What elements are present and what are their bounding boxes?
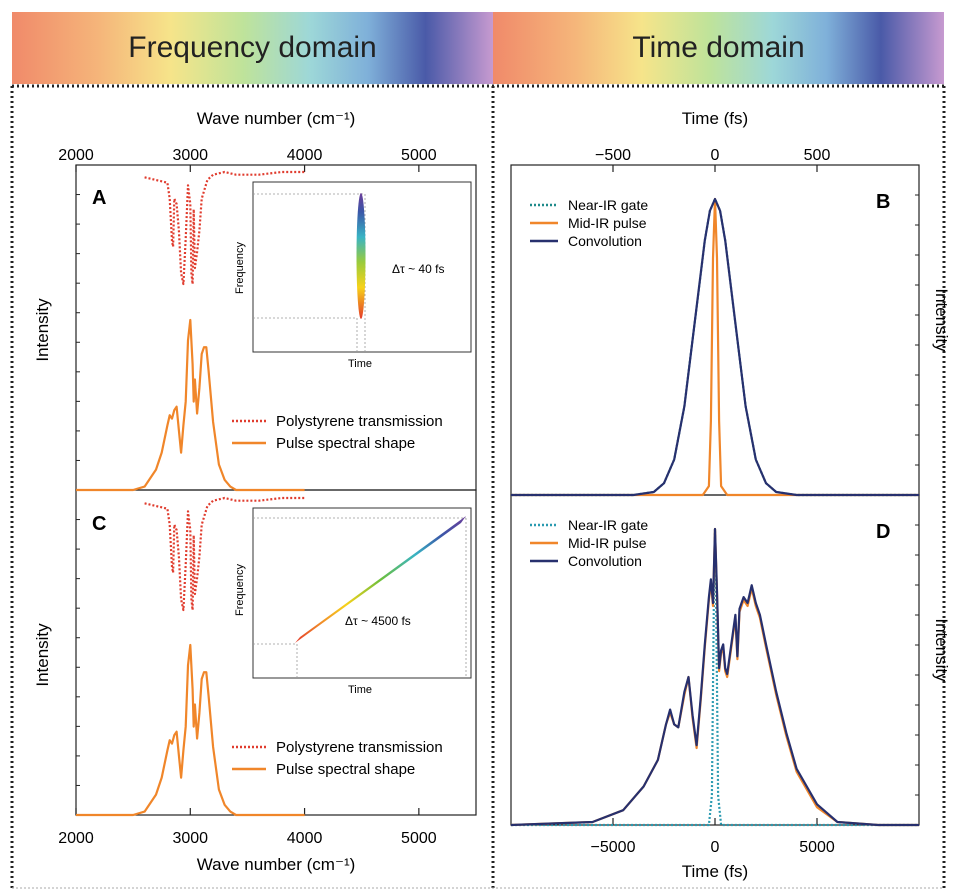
frequency-domain-title: Frequency domain (128, 31, 377, 64)
ylabel-D: Intensity (932, 618, 951, 682)
legend-label-B-2: Convolution (568, 233, 642, 249)
inset-A-ylabel: Frequency (234, 242, 246, 294)
x-tick-label-A-0: 2000 (58, 147, 94, 164)
legend-label-C-0: Polystyrene transmission (276, 739, 443, 756)
x-tick-label-A-1: 3000 (172, 147, 208, 164)
x-tick-label-A-2: 4000 (287, 147, 323, 164)
frequency-domain-banner: Frequency domain (12, 12, 493, 84)
time-domain-title: Time domain (632, 31, 805, 64)
panel-label-D: D (876, 521, 890, 543)
ylabel-A: Intensity (33, 298, 52, 362)
bottom-left-axis-title: Wave number (cm⁻¹) (197, 855, 356, 874)
legend-label-A-1: Pulse spectral shape (276, 435, 415, 452)
panel-borders (10, 84, 946, 888)
inset-C-xlabel: Time (348, 684, 372, 696)
legend-label-D-1: Mid-IR pulse (568, 535, 647, 551)
x-tick-label-A-3: 5000 (401, 147, 437, 164)
series-D-near-ir-gate (511, 527, 919, 827)
x-tick-label-D-0: −5000 (591, 839, 636, 856)
x-tick-label-B-1: 0 (711, 147, 720, 164)
legend-label-A-0: Polystyrene transmission (276, 413, 443, 430)
panel-label-C: C (92, 513, 106, 535)
top-right-axis-title: Time (fs) (682, 109, 748, 128)
series-D-convolution (510, 527, 919, 827)
time-domain-banner: Time domain (493, 12, 944, 84)
legend-label-C-1: Pulse spectral shape (276, 761, 415, 778)
inset-C: Frequency Time Δτ ~ 4500 fs (234, 507, 472, 696)
bottom-right-axis-title: Time (fs) (682, 862, 748, 881)
x-tick-label-B-0: −500 (595, 147, 631, 164)
inset-C-chirped-pulse (295, 516, 466, 643)
legend-label-B-0: Near-IR gate (568, 197, 648, 213)
inset-C-annotation: Δτ ~ 4500 fs (345, 614, 411, 628)
top-left-axis-title: Wave number (cm⁻¹) (197, 109, 356, 128)
x-tick-label-C-3: 5000 (401, 830, 437, 847)
x-tick-label-D-1: 0 (711, 839, 720, 856)
x-tick-label-C-0: 2000 (58, 830, 94, 847)
series-A-pulse-spectral-shape (76, 318, 305, 492)
x-tick-label-C-1: 3000 (172, 830, 208, 847)
x-tick-label-C-2: 4000 (287, 830, 323, 847)
x-tick-label-D-2: 5000 (799, 839, 835, 856)
inset-C-ylabel: Frequency (234, 564, 246, 616)
legend-label-B-1: Mid-IR pulse (568, 215, 647, 231)
series-B-convolution (511, 197, 919, 497)
x-tick-label-B-2: 500 (804, 147, 831, 164)
legend-label-D-2: Convolution (568, 553, 642, 569)
series-C-polystyrene-transmission (144, 496, 305, 612)
ylabel-B: Intensity (932, 288, 951, 352)
panel-label-A: A (92, 187, 106, 209)
panel-label-B: B (876, 191, 890, 213)
series-A-polystyrene-transmission (144, 170, 305, 286)
inset-A-xlabel: Time (348, 358, 372, 370)
ylabel-C: Intensity (33, 623, 52, 687)
inset-A-annotation: Δτ ~ 40 fs (392, 262, 444, 276)
inset-A-pulse-ellipse (356, 193, 366, 319)
inset-A: Frequency Time Δτ ~ 40 fs (234, 181, 472, 370)
series-C-pulse-spectral-shape (76, 643, 305, 817)
legend-label-D-0: Near-IR gate (568, 517, 648, 533)
